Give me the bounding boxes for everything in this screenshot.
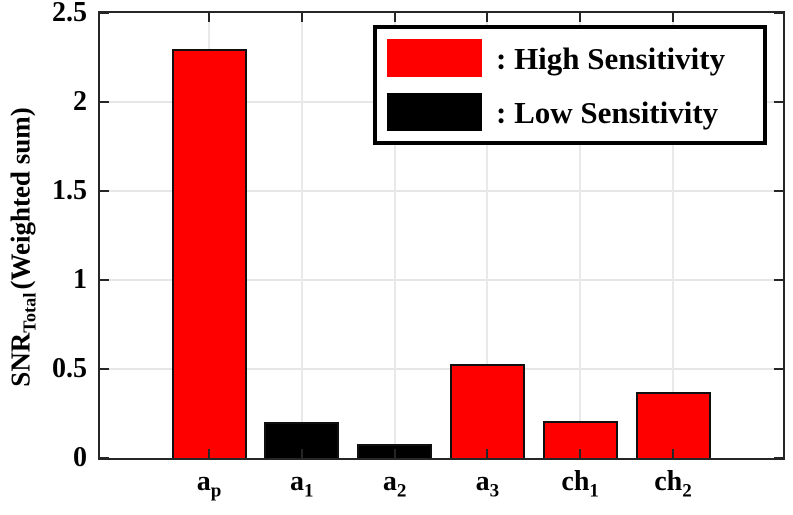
- y-axis-tick-left: [100, 190, 109, 192]
- grid-line-horizontal: [100, 190, 783, 192]
- grid-line-horizontal: [100, 368, 783, 370]
- x-axis-tick-bottom: [300, 449, 303, 458]
- x-tick-label: a1: [290, 466, 314, 501]
- x-tick-label-base: ch: [654, 466, 683, 497]
- y-tick-label: 1: [73, 264, 87, 295]
- x-tick-label: a3: [475, 466, 500, 501]
- x-axis-tick-bottom: [672, 449, 674, 458]
- bar-ch_2: [635, 392, 711, 458]
- y-axis-tick-right: [774, 13, 783, 14]
- y-axis-tick-left: [100, 13, 109, 14]
- x-tick-label-subscript: 2: [682, 480, 692, 502]
- x-axis-tick-top: [208, 13, 210, 22]
- x-axis-tick-bottom: [393, 449, 396, 458]
- x-tick-label-base: a: [382, 466, 397, 497]
- y-axis-tick-right: [774, 457, 783, 458]
- legend: : High Sensitivity : Low Sensitivity: [373, 25, 767, 145]
- x-tick-label-subscript: 1: [589, 480, 599, 502]
- y-tick-label: 1.5: [52, 175, 87, 206]
- bar-a_p: [171, 48, 247, 458]
- legend-label: : High Sensitivity: [496, 40, 726, 76]
- bar-a_3: [449, 363, 525, 458]
- x-tick-label-subscript: 1: [304, 480, 314, 502]
- y-tick-label: 2.5: [52, 0, 87, 28]
- x-axis-tick-bottom: [486, 449, 489, 458]
- y-axis-title: SNRTotal(Weighted sum): [6, 107, 40, 386]
- grid-line-vertical: [393, 13, 396, 458]
- y-axis-tick-left: [100, 457, 109, 458]
- grid-line-vertical: [672, 13, 674, 458]
- y-axis-tick-left: [100, 368, 109, 370]
- x-axis-tick-top: [672, 13, 674, 22]
- grid-line-vertical: [579, 13, 582, 458]
- legend-entry: : High Sensitivity: [387, 39, 753, 77]
- x-axis-tick-top: [393, 13, 396, 22]
- x-tick-label: ch1: [561, 466, 599, 501]
- y-axis-tick-right: [774, 279, 783, 281]
- x-axis-tick-top: [486, 13, 489, 22]
- x-tick-label-base: a: [475, 466, 490, 497]
- grid-line-vertical: [486, 13, 489, 458]
- x-tick-label-base: ch: [561, 466, 590, 497]
- y-axis-tick-left: [100, 101, 109, 103]
- x-axis-tick-bottom: [208, 449, 210, 458]
- x-tick-label: ap: [196, 466, 222, 501]
- y-axis-tick-right: [774, 368, 783, 370]
- x-tick-label-subscript: p: [210, 480, 222, 502]
- y-axis-tick-right: [774, 190, 783, 192]
- y-axis-tick-left: [100, 279, 109, 281]
- y-axis-title-subscript: Total: [19, 292, 40, 333]
- x-tick-label-base: a: [290, 466, 305, 497]
- legend-swatch: [387, 39, 482, 77]
- x-tick-label: a2: [382, 466, 407, 501]
- x-tick-label-subscript: 2: [396, 480, 407, 502]
- legend-label: : Low Sensitivity: [496, 94, 719, 130]
- y-tick-label: 0.5: [52, 353, 87, 384]
- x-tick-label-base: a: [196, 466, 211, 497]
- legend-entry: : Low Sensitivity: [387, 93, 753, 131]
- grid-line-vertical: [300, 13, 303, 458]
- x-tick-label-subscript: 3: [489, 480, 500, 502]
- y-axis-tick-right: [774, 101, 783, 103]
- x-axis-tick-top: [300, 13, 303, 22]
- x-axis-tick-top: [579, 13, 582, 22]
- x-tick-label: ch2: [654, 466, 692, 501]
- y-tick-label: 2: [73, 86, 87, 117]
- grid-line-horizontal: [100, 279, 783, 281]
- y-tick-label: 0: [73, 442, 87, 473]
- x-axis-tick-bottom: [579, 449, 582, 458]
- legend-swatch: [387, 93, 482, 131]
